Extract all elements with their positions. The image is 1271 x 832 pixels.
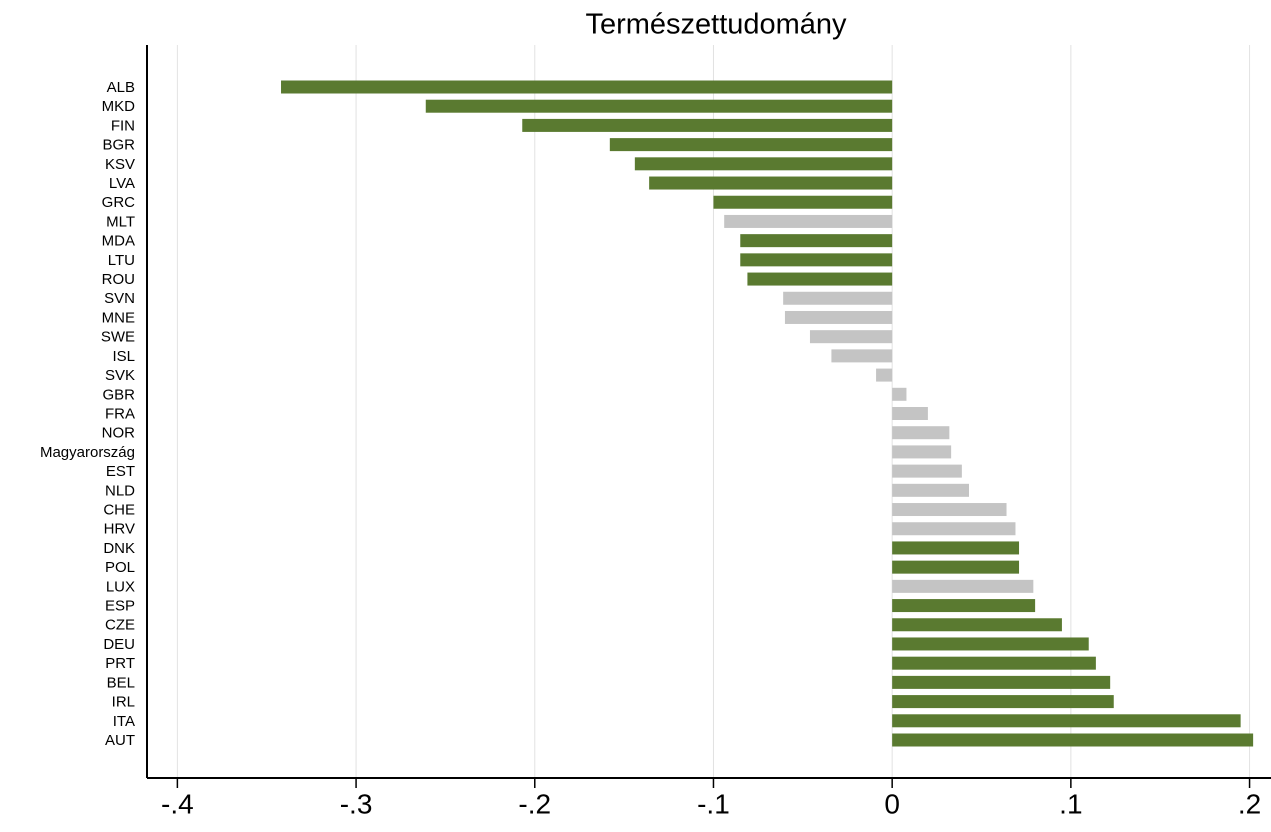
bar — [809, 330, 893, 344]
y-tick-label: LVA — [109, 175, 135, 192]
bar — [740, 253, 893, 267]
bar — [634, 157, 893, 171]
bar — [281, 80, 893, 94]
x-tick-label: 0 — [884, 788, 900, 819]
y-tick-label: MDA — [102, 233, 135, 250]
bar — [740, 234, 893, 248]
y-tick-label: ROU — [102, 271, 135, 288]
y-tick-label: AUT — [105, 732, 135, 749]
bar — [892, 387, 907, 401]
bar — [892, 675, 1111, 689]
bar — [892, 733, 1254, 747]
y-tick-label: CZE — [105, 617, 135, 634]
y-tick-label: ALB — [107, 79, 135, 96]
bar — [892, 541, 1020, 555]
bar — [783, 291, 893, 305]
bar — [609, 138, 893, 152]
bar — [892, 618, 1062, 632]
y-tick-label: IRL — [112, 694, 135, 711]
x-tick-label: -.2 — [518, 788, 551, 819]
x-tick-label: .2 — [1238, 788, 1261, 819]
y-tick-label: KSV — [105, 156, 135, 173]
bar — [892, 426, 950, 440]
bar — [892, 637, 1089, 651]
y-tick-label: GBR — [102, 386, 135, 403]
bar — [522, 118, 893, 132]
y-tick-label: GRC — [102, 194, 136, 211]
y-tick-label: HRV — [104, 521, 135, 538]
bar — [892, 656, 1096, 670]
y-tick-label: MKD — [102, 98, 136, 115]
y-tick-label: BGR — [102, 137, 135, 154]
y-tick-label: DNK — [103, 540, 135, 557]
y-tick-label: NLD — [105, 482, 135, 499]
bar — [892, 695, 1114, 709]
y-tick-label: SVK — [105, 367, 135, 384]
bar — [892, 560, 1020, 574]
bar — [892, 445, 952, 459]
bar — [892, 579, 1034, 593]
y-tick-label: SVN — [104, 290, 135, 307]
y-tick-label: PRT — [105, 655, 135, 672]
y-tick-label: BEL — [107, 674, 135, 691]
bar — [724, 214, 893, 228]
x-tick-label: -.1 — [697, 788, 730, 819]
y-tick-label: MLT — [106, 213, 135, 230]
bar — [892, 483, 970, 497]
bar — [892, 522, 1016, 536]
y-tick-label: POL — [105, 559, 135, 576]
bar — [747, 272, 893, 286]
bar — [876, 368, 893, 382]
bar — [892, 464, 962, 478]
y-tick-label: ISL — [112, 348, 135, 365]
y-tick-label: EST — [106, 463, 135, 480]
y-tick-label: ITA — [113, 713, 135, 730]
y-tick-label: FRA — [105, 405, 135, 422]
y-tick-label: Magyarország — [40, 444, 135, 461]
y-tick-label: FIN — [111, 117, 135, 134]
chart-title: Természettudomány — [585, 9, 847, 41]
y-tick-label: MNE — [102, 309, 135, 326]
bar — [784, 310, 893, 324]
y-tick-label: LUX — [106, 578, 135, 595]
bar — [892, 714, 1241, 728]
bar — [831, 349, 893, 363]
bar — [892, 503, 1007, 517]
bar — [713, 195, 893, 209]
y-tick-label: NOR — [102, 425, 136, 442]
y-tick-label: DEU — [103, 636, 135, 653]
bar — [425, 99, 893, 113]
x-tick-label: .1 — [1059, 788, 1082, 819]
y-tick-label: LTU — [108, 252, 135, 269]
x-tick-label: -.3 — [340, 788, 373, 819]
y-tick-label: ESP — [105, 598, 135, 615]
x-tick-label: -.4 — [161, 788, 194, 819]
bar — [892, 407, 928, 420]
bar — [892, 599, 1036, 613]
y-tick-label: CHE — [103, 501, 135, 518]
bar — [649, 176, 893, 190]
y-tick-label: SWE — [101, 329, 135, 346]
